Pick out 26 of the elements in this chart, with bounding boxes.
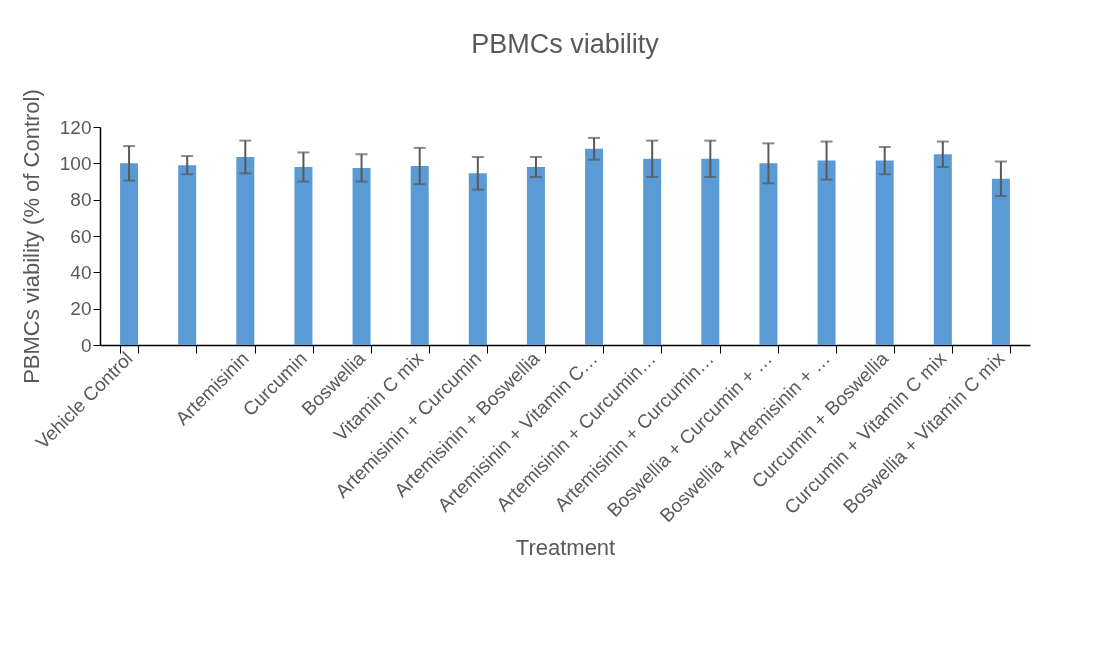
bar — [352, 167, 371, 345]
bar — [933, 154, 952, 345]
y-axis-title: PBMCs viability (% of Control) — [18, 89, 44, 384]
x-axis-title: Treatment — [515, 535, 616, 561]
bar — [120, 163, 139, 345]
y-tick-label: 40 — [70, 261, 92, 283]
bar — [991, 178, 1010, 345]
bar — [701, 158, 720, 345]
chart-title: PBMCs viability — [471, 28, 660, 59]
bar — [178, 165, 197, 345]
bar — [585, 148, 604, 345]
y-tick-label: 120 — [59, 116, 92, 138]
bar — [294, 166, 313, 345]
y-tick-label: 60 — [70, 225, 92, 247]
bar — [410, 166, 429, 345]
y-tick-label: 80 — [70, 189, 92, 211]
bar — [875, 160, 894, 345]
y-tick-label: 100 — [59, 152, 92, 174]
bar — [468, 173, 487, 345]
y-tick-label: 20 — [70, 298, 92, 320]
bar — [759, 163, 778, 345]
bar — [817, 160, 836, 345]
bar — [643, 158, 662, 345]
bar — [526, 166, 545, 345]
y-tick-label: 0 — [80, 334, 92, 356]
bar — [236, 156, 255, 345]
